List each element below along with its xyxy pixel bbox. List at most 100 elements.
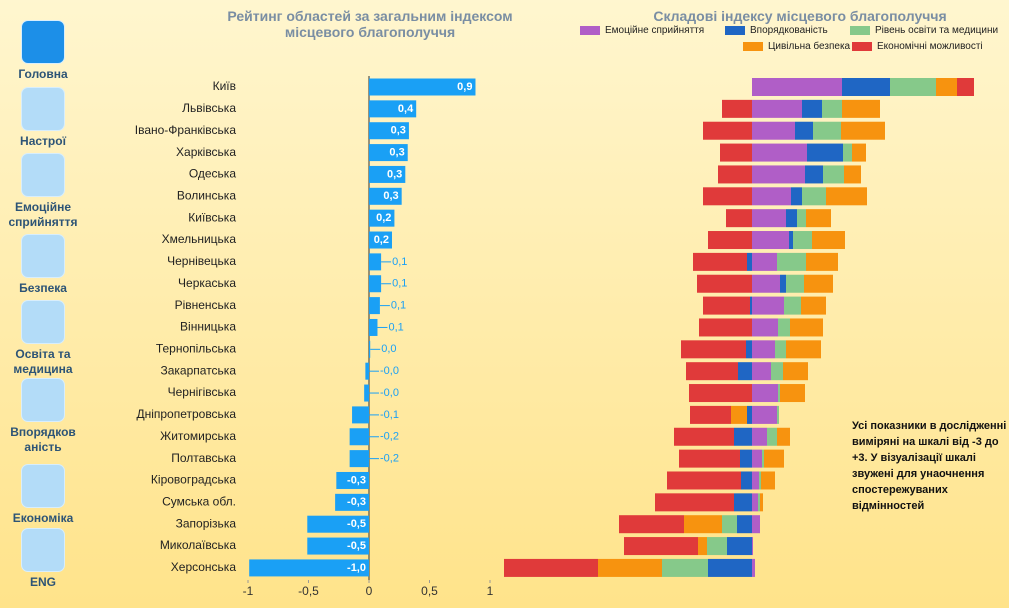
legend-item: Економічні можливості — [852, 41, 983, 52]
category-label: Дніпропетровська — [136, 407, 236, 421]
value-label: -0,5 — [347, 540, 366, 552]
category-label: Херсонська — [171, 560, 237, 574]
nav-item[interactable]: ENG — [8, 528, 78, 590]
value-label: 0,3 — [383, 190, 398, 202]
segment — [780, 274, 786, 293]
segment — [752, 252, 777, 271]
x-tick-label: -0,5 — [298, 584, 319, 598]
nav-icon[interactable] — [21, 20, 65, 64]
category-label: Одеська — [189, 167, 237, 181]
category-label: Івано-Франківська — [135, 123, 237, 137]
nav-icon[interactable] — [21, 378, 65, 422]
bar — [364, 384, 369, 402]
nav-icon[interactable] — [21, 528, 65, 572]
segment — [752, 449, 762, 468]
category-label: Закарпатська — [161, 363, 237, 377]
nav-icon[interactable] — [21, 464, 65, 508]
segment — [674, 427, 734, 446]
bar — [369, 165, 406, 183]
segment — [693, 252, 747, 271]
segment — [741, 471, 752, 490]
segment — [802, 187, 826, 206]
category-label: Київська — [188, 210, 236, 224]
segment — [703, 121, 752, 140]
nav-icon[interactable] — [21, 87, 65, 131]
value-label: 0,1 — [391, 300, 406, 312]
nav-item[interactable]: Настрої — [8, 87, 78, 149]
legend-swatch — [852, 42, 872, 51]
segment — [752, 558, 755, 577]
nav-item[interactable]: Освіта та медицина — [8, 300, 78, 377]
legend-label: Емоційне сприйняття — [605, 25, 705, 36]
segment — [738, 362, 752, 381]
value-label: 0,1 — [392, 278, 407, 290]
segment — [752, 143, 807, 162]
bar — [369, 209, 395, 227]
nav-icon[interactable] — [21, 153, 65, 197]
nav-item[interactable]: Головна — [8, 20, 78, 82]
segment — [841, 121, 885, 140]
segment — [703, 187, 752, 206]
segment — [843, 143, 852, 162]
bar — [369, 100, 417, 118]
segment — [752, 209, 786, 228]
segment — [752, 471, 759, 490]
segment — [767, 427, 777, 446]
segment — [842, 78, 890, 96]
category-label: Сумська обл. — [162, 495, 236, 509]
bar — [369, 231, 392, 249]
nav-item[interactable]: Безпека — [8, 234, 78, 296]
segment — [689, 384, 752, 403]
bar — [307, 515, 369, 533]
bar — [352, 406, 369, 424]
segment — [697, 274, 752, 293]
segment — [734, 493, 752, 512]
nav-icon[interactable] — [21, 234, 65, 278]
category-label: Житомирська — [160, 429, 236, 443]
bar — [369, 318, 378, 336]
segment — [746, 340, 752, 359]
legend-label: Економічні можливості — [877, 41, 983, 52]
value-label: 0,2 — [374, 234, 389, 246]
x-tick-label: 1 — [487, 584, 494, 598]
category-label: Рівненська — [175, 298, 237, 312]
nav-item[interactable]: Впорядкованість — [8, 378, 78, 455]
segment — [686, 362, 738, 381]
category-label: Чернівецька — [167, 254, 236, 268]
segment — [699, 318, 752, 337]
segment — [777, 252, 806, 271]
segment — [752, 340, 775, 359]
segment — [752, 78, 842, 96]
bar — [249, 559, 369, 577]
bar — [369, 122, 409, 140]
segment — [504, 558, 598, 577]
nav-icon[interactable] — [21, 300, 65, 344]
segment — [752, 165, 805, 184]
bar — [349, 428, 369, 446]
bar — [336, 471, 369, 489]
value-label: -1,0 — [347, 562, 366, 574]
segment — [936, 78, 957, 96]
value-label: -0,3 — [347, 496, 366, 508]
segment — [752, 274, 780, 293]
segment — [752, 405, 777, 424]
segment — [722, 515, 737, 534]
segment — [726, 209, 752, 228]
segment — [750, 296, 752, 315]
value-label: 0,3 — [389, 146, 404, 158]
value-label: 0,3 — [391, 125, 406, 137]
category-label: Київ — [213, 79, 236, 93]
segment — [759, 471, 761, 490]
nav-label: Впорядкованість — [10, 425, 76, 454]
segment — [797, 209, 806, 228]
segment — [890, 78, 936, 96]
nav-item[interactable]: Емоційне сприйняття — [8, 153, 78, 230]
value-label: 0,1 — [388, 321, 403, 333]
nav-item[interactable]: Економіка — [8, 464, 78, 526]
segment — [823, 165, 844, 184]
segment — [807, 143, 843, 162]
segment — [801, 296, 826, 315]
segment — [789, 231, 793, 250]
